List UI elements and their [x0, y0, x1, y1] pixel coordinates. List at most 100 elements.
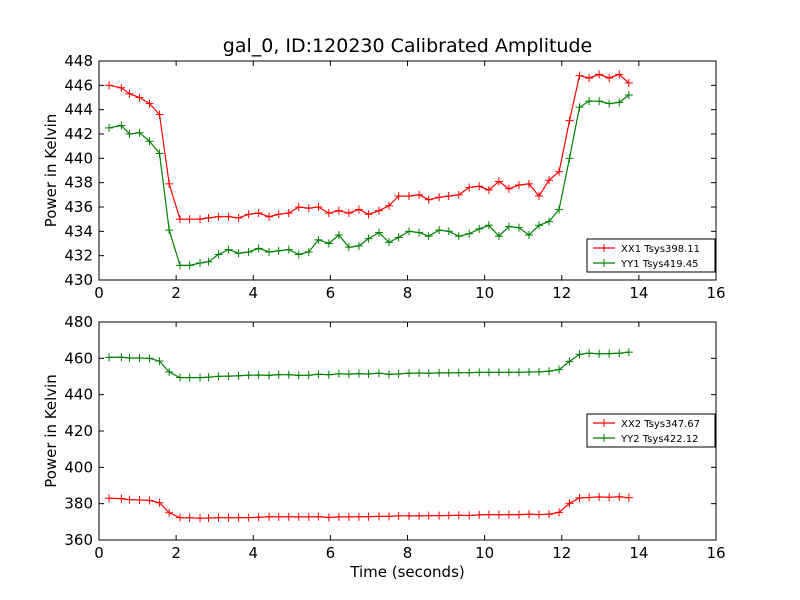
panel1-series-2-point: [475, 224, 484, 233]
panel1-series-1-point: [125, 89, 134, 98]
panel2-series-1-point: [504, 510, 513, 519]
panel1-series-2-point: [214, 250, 223, 259]
panel2-series-1-point: [555, 508, 564, 517]
panel1-series-1-point: [405, 192, 414, 201]
panel2-series-1-point: [135, 496, 144, 505]
panel1-series-1-point: [294, 203, 303, 211]
panel2-series-2-point: [175, 373, 184, 382]
panel1-series-1-point: [274, 210, 283, 219]
panel1-series-1-point: [304, 204, 313, 213]
panel1-series-2-point: [405, 227, 414, 236]
panel2-series-1-point: [575, 493, 584, 502]
panel2-series-2-point: [415, 369, 424, 378]
panel2-series-2-point: [304, 371, 313, 380]
panel1-series-2-point: [344, 243, 353, 252]
panel2-legend: [586, 413, 716, 448]
panel2-series-2-point: [234, 371, 243, 380]
panel2-series-1-point: [344, 512, 353, 521]
panel1-legend-label: XX1 Tsys398.11: [621, 244, 700, 255]
panel2-series-1-point: [354, 512, 363, 521]
panel2-x-tick-label: 12: [552, 544, 571, 562]
panel1-series-1-point: [224, 212, 233, 221]
panel1-series-2-point: [465, 229, 474, 238]
panel2-series-1-point: [465, 511, 474, 520]
panel2-series-2-point: [575, 350, 584, 359]
panel2-series-1-point: [204, 514, 213, 523]
panel1-series-1-point: [214, 212, 223, 221]
panel2-series-1-point: [145, 496, 154, 505]
panel1-series-2-point: [244, 248, 253, 257]
panel1-series-2-point: [304, 248, 313, 257]
panel2-series-2-point: [155, 357, 164, 366]
panel1-series-1-point: [196, 215, 205, 224]
panel2-series-1-point: [475, 510, 484, 519]
panel1-series-1-point: [475, 182, 484, 191]
panel1-series-2-point: [165, 226, 174, 235]
panel2-series-2-point: [265, 371, 274, 380]
panel2-series-2-point: [435, 368, 444, 377]
panel1-series-1-point: [344, 209, 353, 218]
panel2-series-2-point: [204, 373, 213, 382]
chart-title: gal_0, ID:120230 Calibrated Amplitude: [223, 35, 592, 57]
panel2-series-1-point: [374, 512, 383, 521]
panel2-series-1-point: [494, 510, 503, 519]
panel2-series-1-point: [105, 494, 114, 503]
panel2-series-1-point: [484, 510, 493, 519]
panel1-x-tick-label: 16: [706, 284, 725, 302]
panel2-series-2-point: [405, 369, 414, 378]
panel1-series-2-point: [534, 221, 543, 230]
panel2-series-2-point: [185, 373, 194, 382]
panel2-series-2-point: [117, 353, 126, 362]
panel1-series-1-point: [354, 205, 363, 214]
panel2-series-1-point: [304, 512, 313, 521]
panel1-series-1-point: [324, 209, 333, 218]
panel2-y-tick-label: 440: [64, 386, 93, 404]
panel2-series-2-point: [196, 373, 205, 382]
panel1-series-2-point: [334, 230, 343, 239]
panel1-series-1-point: [155, 110, 164, 119]
panel1-series-2-point: [185, 261, 194, 270]
panel1-x-tick-label: 0: [94, 284, 104, 302]
panel1-series-2-point: [354, 241, 363, 250]
panel2-x-tick-label: 10: [475, 544, 494, 562]
panel1-series-2-point: [145, 137, 154, 146]
panel1-x-tick-label: 4: [248, 284, 258, 302]
panel1-series-1-point: [435, 193, 444, 202]
panel2-y-tick-label: 480: [64, 313, 93, 331]
panel2-series-1-point: [454, 511, 463, 520]
panel1-series-2-point: [565, 154, 574, 163]
panel2-series-2-point: [135, 353, 144, 362]
panel2-series-2-point: [454, 368, 463, 377]
panel2-x-tick-label: 2: [171, 544, 181, 562]
panel1-series-1-point: [234, 213, 243, 222]
panel1-x-tick-label: 12: [552, 284, 571, 302]
panel2-series-2-point: [294, 371, 303, 380]
panel2-series-2-point: [534, 367, 543, 376]
panel2-series-2-point: [165, 367, 174, 376]
panel1-series-2-point: [374, 228, 383, 237]
panel2-series-1-point: [224, 513, 233, 522]
panel2-series-2-point: [545, 367, 554, 376]
panel2-series-1-point: [534, 510, 543, 519]
panel1-series-2-point: [155, 149, 164, 158]
panel1-series-2-point: [364, 234, 373, 243]
panel2-series-1-point: [324, 513, 333, 522]
panel2-series-2-point: [494, 368, 503, 377]
panel1-series-1-point: [545, 176, 554, 185]
panel2-y-tick-label: 420: [64, 422, 93, 440]
panel2-series-2-point: [504, 368, 513, 377]
panel2-series-2-point: [514, 368, 523, 377]
panel2-series-1-point: [117, 494, 126, 503]
panel2-series-1-point: [615, 492, 624, 501]
panel1-y-tick-label: 448: [64, 52, 93, 70]
panel1-x-tick-label: 14: [629, 284, 648, 302]
panel1-x-tick-label: 10: [475, 284, 494, 302]
panel1-series-2-point: [545, 217, 554, 226]
panel1-series-1-point: [364, 210, 373, 219]
panel2-series-2-point: [334, 369, 343, 378]
panel1-series-2-point: [254, 244, 263, 253]
panel1-series-2-point: [524, 230, 533, 239]
panel2-series-2-point: [424, 369, 433, 378]
panel2-series-1-point: [424, 511, 433, 520]
